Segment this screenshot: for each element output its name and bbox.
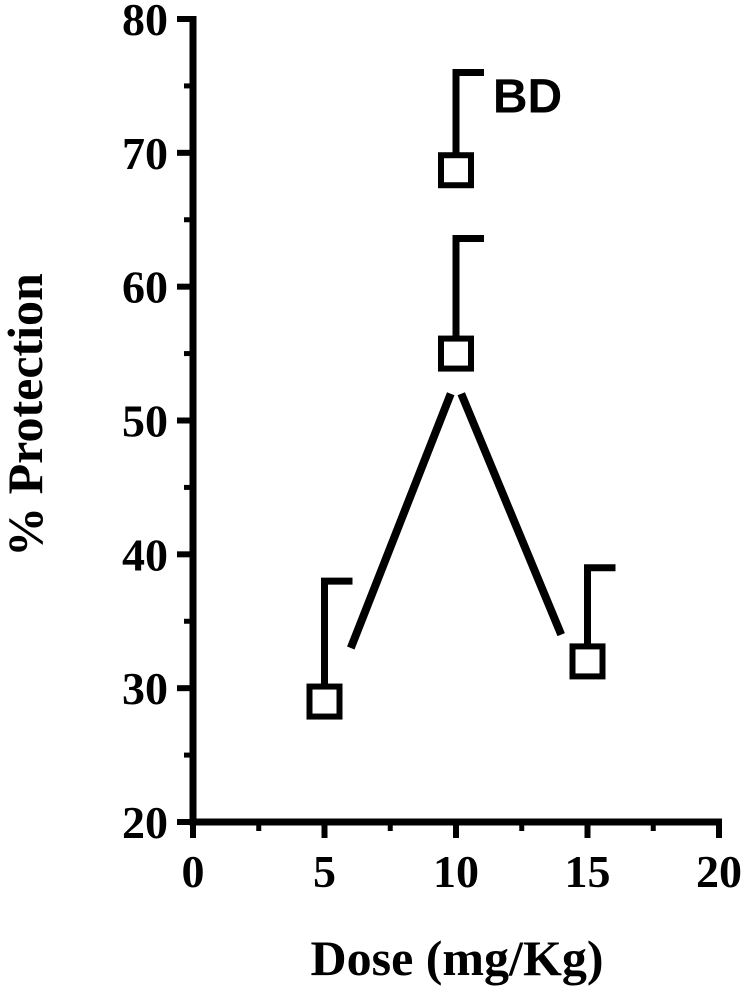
data-markers <box>306 152 606 720</box>
axes <box>177 16 722 838</box>
y-tick-label: 30 <box>122 663 168 714</box>
data-point-marker <box>569 643 606 680</box>
y-axis-title: % Protection <box>0 273 53 557</box>
y-tick-label: 80 <box>122 0 168 45</box>
annotation-label: BD <box>493 71 562 124</box>
x-tick-label: 10 <box>433 846 479 897</box>
y-tick-label: 50 <box>122 396 168 447</box>
connecting-lines <box>347 392 565 650</box>
data-point-marker <box>438 335 474 372</box>
x-tick-label: 15 <box>565 846 611 897</box>
x-tick-label: 5 <box>313 846 336 897</box>
connecting-line-segment <box>347 392 455 650</box>
annotations: BD <box>493 71 562 124</box>
y-tick-labels: 20 30 40 50 60 70 80 <box>122 0 168 848</box>
x-tick-label: 20 <box>696 846 742 897</box>
y-tick-label: 70 <box>122 128 168 179</box>
y-tick-label: 40 <box>122 529 168 580</box>
connecting-line-segment <box>457 392 565 637</box>
error-bars <box>321 69 616 687</box>
x-axis-title: Dose (mg/Kg) <box>311 930 604 986</box>
y-tick-label: 60 <box>122 262 168 313</box>
x-tick-label: 0 <box>182 846 205 897</box>
data-point-marker <box>306 683 343 720</box>
x-tick-labels: 0 5 10 15 20 <box>182 846 743 897</box>
y-tick-label: 20 <box>122 797 168 848</box>
data-point-marker <box>438 152 474 189</box>
